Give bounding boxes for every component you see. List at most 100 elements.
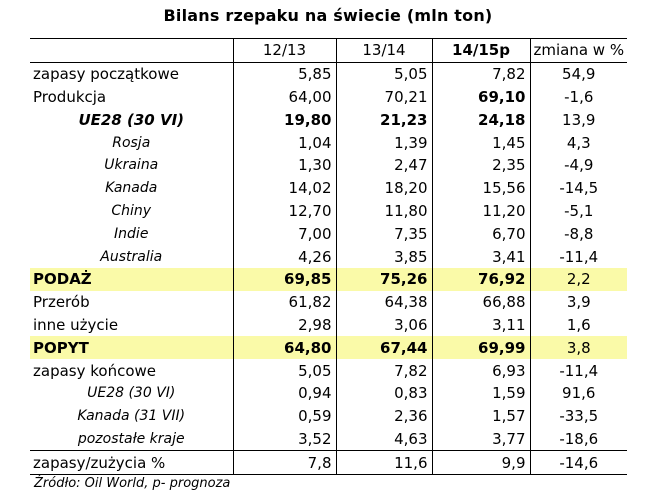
- row-label: Kanada: [105, 180, 158, 197]
- value-1314: 11,6: [335, 450, 432, 476]
- row-label: Produkcja: [33, 87, 107, 106]
- value-1415p: 69,10: [431, 85, 530, 109]
- table-row: POPYT 64,80 67,44 69,99 3,8: [30, 336, 627, 360]
- value-change: -5,1: [529, 199, 627, 223]
- value-1415p: 1,57: [431, 404, 530, 428]
- row-label: zapasy/zużycia %: [30, 450, 233, 476]
- header-season-1314: 13/14: [335, 38, 432, 63]
- table-row: Ukraina 1,30 2,47 2,35 -4,9: [30, 153, 627, 177]
- value-1415p: 24,18: [431, 108, 530, 132]
- value-1213: 5,05: [232, 359, 336, 382]
- row-label: inne użycie: [33, 315, 119, 334]
- value-1415p: 3,41: [431, 245, 530, 268]
- value-1415p: 9,9: [431, 450, 530, 476]
- value-1213: 7,8: [232, 450, 336, 476]
- value-change: -11,4: [529, 359, 627, 382]
- value-1314: 2,36: [335, 404, 432, 428]
- table-row: Australia 4,26 3,85 3,41 -11,4: [30, 245, 627, 268]
- source-note: Źródło: Oil World, p- prognoza: [34, 476, 231, 491]
- value-change: 13,9: [529, 108, 627, 132]
- value-change: -14,6: [529, 450, 627, 476]
- table-row: zapasy początkowe 5,85 5,05 7,82 54,9: [30, 62, 627, 86]
- value-1213: 7,00: [232, 222, 336, 246]
- value-1314: 2,47: [335, 153, 432, 177]
- header-row: 12/13 13/14 14/15p zmiana w %: [30, 38, 627, 63]
- value-1213: 2,98: [232, 313, 336, 337]
- table-row: pozostałe kraje 3,52 4,63 3,77 -18,6: [30, 427, 627, 451]
- row-label: zapasy końcowe: [33, 361, 156, 380]
- value-1415p: 3,77: [431, 427, 530, 451]
- row-label: zapasy początkowe: [33, 65, 179, 84]
- value-1415p: 6,93: [431, 359, 530, 382]
- value-1314: 3,85: [335, 245, 432, 268]
- value-change: -1,6: [529, 85, 627, 109]
- table-row: Kanada (31 VII) 0,59 2,36 1,57 -33,5: [30, 404, 627, 428]
- value-1415p: 1,59: [431, 381, 530, 405]
- value-1213: 4,26: [232, 245, 336, 268]
- value-change: 3,9: [529, 290, 627, 314]
- value-change: 2,2: [529, 267, 627, 291]
- table-row: Przerób 61,82 64,38 66,88 3,9: [30, 290, 627, 314]
- value-1314: 64,38: [335, 290, 432, 314]
- value-1213: 1,30: [232, 153, 336, 177]
- value-change: -8,8: [529, 222, 627, 246]
- value-change: -14,5: [529, 176, 627, 200]
- table-row: Rosja 1,04 1,39 1,45 4,3: [30, 131, 627, 154]
- value-1415p: 66,88: [431, 290, 530, 314]
- value-1314: 3,06: [335, 313, 432, 337]
- row-label: Kanada (31 VII): [77, 408, 186, 425]
- row-label: pozostałe kraje: [77, 430, 185, 447]
- value-change: -18,6: [529, 427, 627, 451]
- row-label: PODAŻ: [30, 267, 233, 291]
- value-1314: 67,44: [335, 336, 432, 360]
- header-season-1213: 12/13: [232, 38, 336, 63]
- value-1213: 14,02: [232, 176, 336, 200]
- table-title: Bilans rzepaku na świecie (mln ton): [163, 6, 493, 25]
- value-1314: 75,26: [335, 267, 432, 291]
- value-1213: 69,85: [232, 267, 336, 291]
- value-1213: 0,94: [232, 381, 336, 405]
- table-row: UE28 (30 VI) 19,80 21,23 24,18 13,9: [30, 108, 627, 132]
- header-change-percent: zmiana w %: [529, 38, 627, 63]
- value-change: -11,4: [529, 245, 627, 268]
- value-1314: 11,80: [335, 199, 432, 223]
- value-change: 3,8: [529, 336, 627, 360]
- table-row: Produkcja 64,00 70,21 69,10 -1,6: [30, 85, 627, 109]
- table-row: PODAŻ 69,85 75,26 76,92 2,2: [30, 267, 627, 291]
- value-change: 4,3: [529, 131, 627, 154]
- value-1213: 0,59: [232, 404, 336, 428]
- value-1415p: 15,56: [431, 176, 530, 200]
- table-row: Kanada 14,02 18,20 15,56 -14,5: [30, 176, 627, 200]
- row-label: POPYT: [30, 336, 233, 360]
- value-1415p: 2,35: [431, 153, 530, 177]
- value-1213: 3,52: [232, 427, 336, 451]
- value-1314: 18,20: [335, 176, 432, 200]
- value-1314: 0,83: [335, 381, 432, 405]
- value-1314: 7,35: [335, 222, 432, 246]
- row-label: Indie: [114, 225, 149, 242]
- table-row: zapasy/zużycia % 7,8 11,6 9,9 -14,6: [30, 450, 627, 476]
- row-label: UE28 (30 VI): [78, 110, 185, 129]
- table-row: zapasy końcowe 5,05 7,82 6,93 -11,4: [30, 359, 627, 382]
- value-1213: 5,85: [232, 62, 336, 86]
- value-1314: 21,23: [335, 108, 432, 132]
- value-change: -33,5: [529, 404, 627, 428]
- table-row: inne użycie 2,98 3,06 3,11 1,6: [30, 313, 627, 337]
- row-label: Australia: [100, 248, 163, 265]
- value-1314: 5,05: [335, 62, 432, 86]
- value-1314: 1,39: [335, 131, 432, 154]
- value-1415p: 7,82: [431, 62, 530, 86]
- table-row: Indie 7,00 7,35 6,70 -8,8: [30, 222, 627, 246]
- value-change: 91,6: [529, 381, 627, 405]
- value-1415p: 1,45: [431, 131, 530, 154]
- value-1415p: 69,99: [431, 336, 530, 360]
- value-1314: 4,63: [335, 427, 432, 451]
- table-row: UE28 (30 VI) 0,94 0,83 1,59 91,6: [30, 381, 627, 405]
- value-1415p: 6,70: [431, 222, 530, 246]
- value-1213: 64,00: [232, 85, 336, 109]
- rapeseed-balance-table: 12/13 13/14 14/15p zmiana w % zapasy poc…: [30, 38, 627, 476]
- row-label: Chiny: [111, 202, 152, 219]
- value-change: -4,9: [529, 153, 627, 177]
- value-change: 1,6: [529, 313, 627, 337]
- value-1314: 7,82: [335, 359, 432, 382]
